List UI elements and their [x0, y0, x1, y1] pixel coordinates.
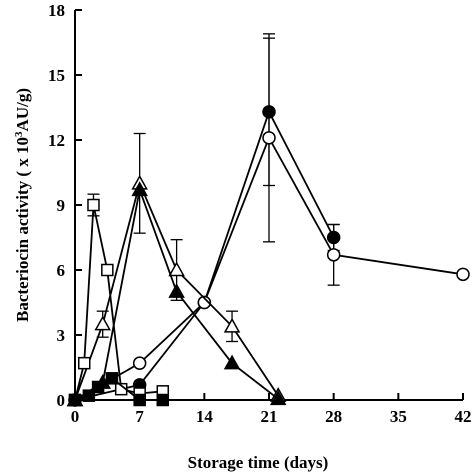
y-axis-label-superscript: 3 — [13, 131, 25, 137]
x-tick-label: 21 — [261, 407, 278, 426]
series-filled-square — [68, 372, 170, 407]
data-point-square — [82, 389, 96, 402]
series-open-square — [68, 193, 170, 407]
data-point-square — [156, 393, 170, 407]
data-point-square — [101, 263, 114, 277]
data-point-circle — [132, 356, 147, 370]
y-tick-label: 0 — [57, 391, 66, 410]
data-point-square — [68, 393, 82, 407]
data-point-triangle — [168, 283, 185, 298]
tick-labels: 0 3 6 9 12 15 18 0 7 14 21 28 35 42 — [48, 1, 472, 426]
plot-area — [66, 33, 470, 407]
data-point-triangle — [223, 354, 241, 370]
data-point-square — [87, 198, 100, 212]
y-axis-label-unit: AU/g) — [13, 88, 32, 131]
y-axis-label-main: Bacteriocin activity ( x 10 — [13, 137, 32, 322]
y-axis-label: Bacteriocin activity ( x 103AU/g) — [13, 88, 32, 322]
x-tick-label: 0 — [71, 407, 80, 426]
data-point-triangle — [168, 261, 185, 277]
x-tick-label: 14 — [196, 407, 214, 426]
data-point-circle — [262, 131, 276, 145]
y-tick-label: 18 — [48, 1, 65, 20]
series-open-circle — [68, 33, 470, 407]
data-point-triangle — [269, 390, 287, 406]
y-tick-label: 9 — [57, 196, 66, 215]
x-tick-label: 7 — [135, 407, 144, 426]
y-tick-label: 15 — [48, 66, 65, 85]
y-tick-label: 3 — [57, 326, 66, 345]
data-point-triangle — [223, 317, 241, 333]
y-tick-label: 6 — [57, 261, 66, 280]
data-point-circle — [326, 248, 341, 262]
series-open-triangle — [66, 132, 287, 407]
series-line — [74, 109, 335, 401]
series-line — [74, 135, 464, 401]
x-tick-label: 28 — [325, 407, 342, 426]
x-tick-label: 35 — [390, 407, 407, 426]
data-point-square — [105, 372, 119, 385]
data-point-triangle — [131, 181, 148, 197]
data-point-square — [91, 380, 105, 394]
y-tick-label: 12 — [48, 131, 65, 150]
data-point-circle — [197, 295, 212, 310]
x-tick-label: 42 — [455, 407, 472, 426]
x-axis-label: Storage time (days) — [188, 453, 329, 472]
data-point-square — [77, 356, 91, 370]
data-point-triangle — [94, 315, 111, 331]
data-point-circle — [456, 267, 470, 282]
series-filled-triangle — [66, 181, 287, 407]
data-point-square — [133, 393, 146, 407]
